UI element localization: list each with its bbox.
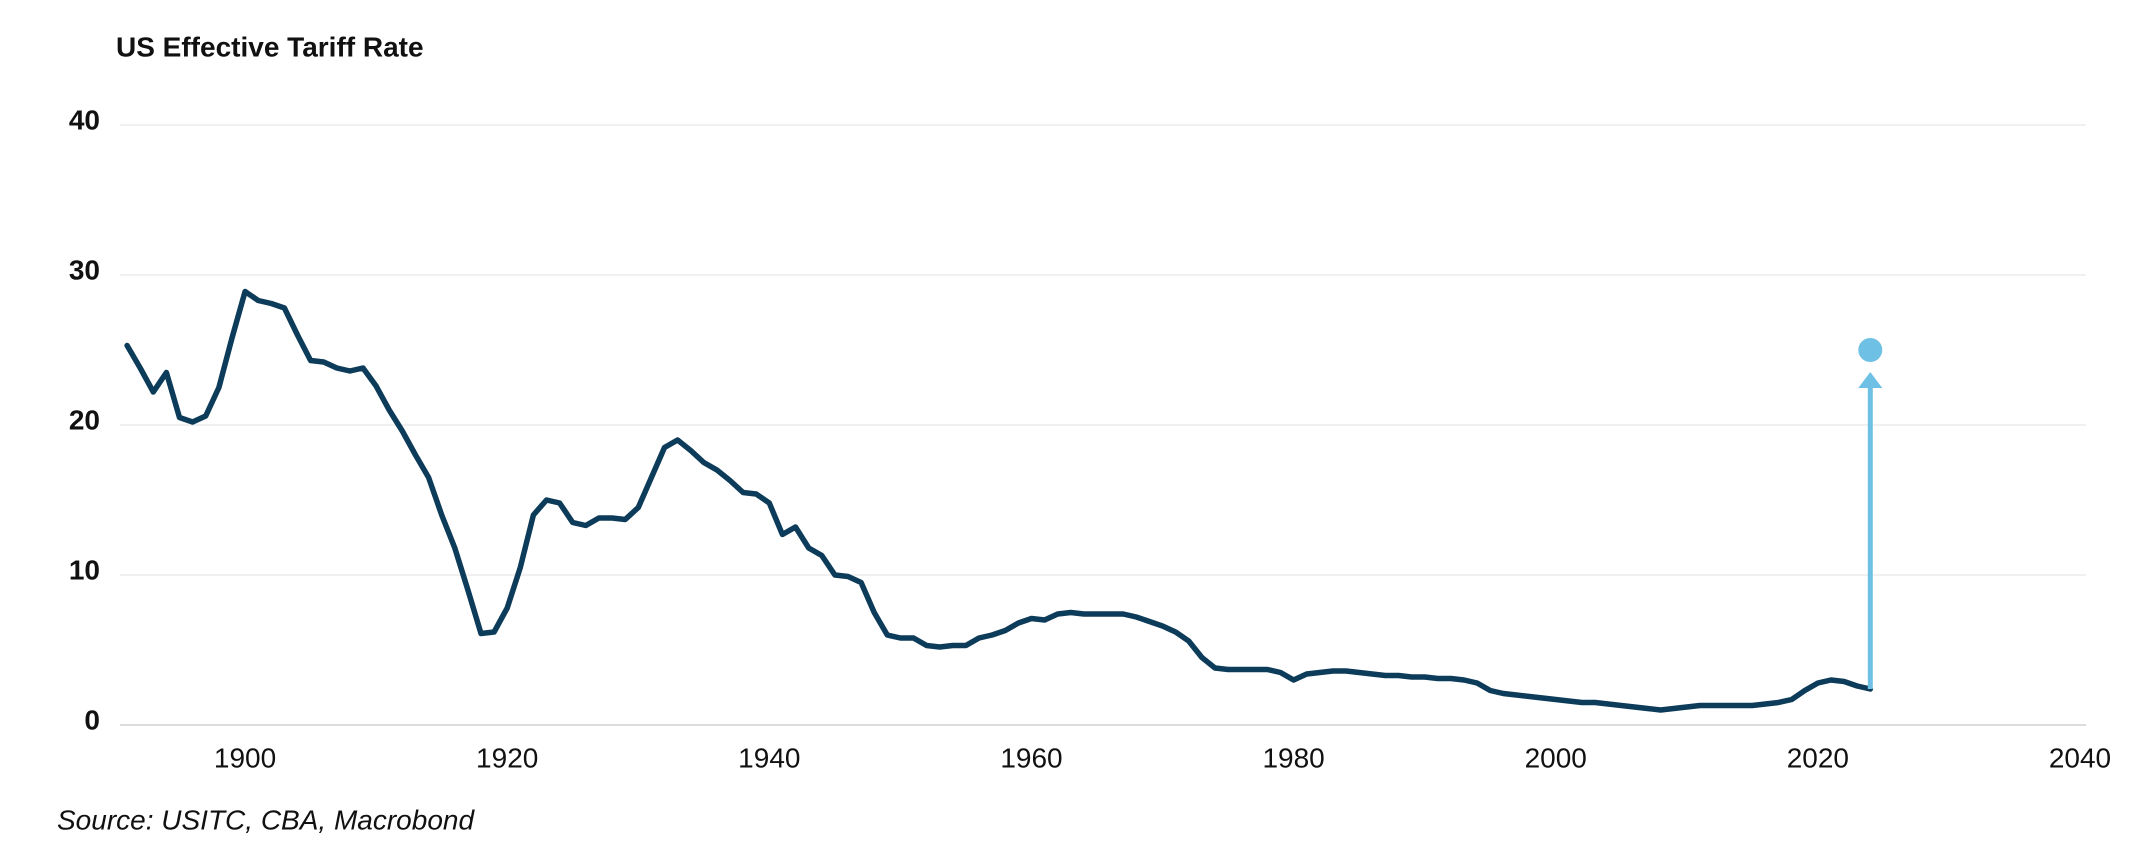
arrow-head — [1858, 372, 1883, 388]
y-tick-label: 30 — [69, 254, 100, 285]
x-tick-label: 1960 — [1000, 742, 1062, 773]
source-note: Source: USITC, CBA, Macrobond — [57, 804, 475, 835]
x-tick-label: 1940 — [738, 742, 800, 773]
y-tick-label: 0 — [84, 704, 100, 735]
y-tick-label: 40 — [69, 104, 100, 135]
x-tick-label: 2000 — [1525, 742, 1587, 773]
x-tick-label: 1920 — [476, 742, 538, 773]
chart-title: US Effective Tariff Rate — [116, 31, 424, 62]
x-tick-label: 1900 — [214, 742, 276, 773]
y-tick-label: 20 — [69, 404, 100, 435]
x-tick-label: 1980 — [1262, 742, 1324, 773]
y-tick-label: 10 — [69, 554, 100, 585]
tariff-line — [124, 288, 1874, 713]
projection-point — [1858, 338, 1883, 362]
x-tick-label: 2020 — [1787, 742, 1849, 773]
x-tick-label: 2040 — [2049, 742, 2111, 773]
